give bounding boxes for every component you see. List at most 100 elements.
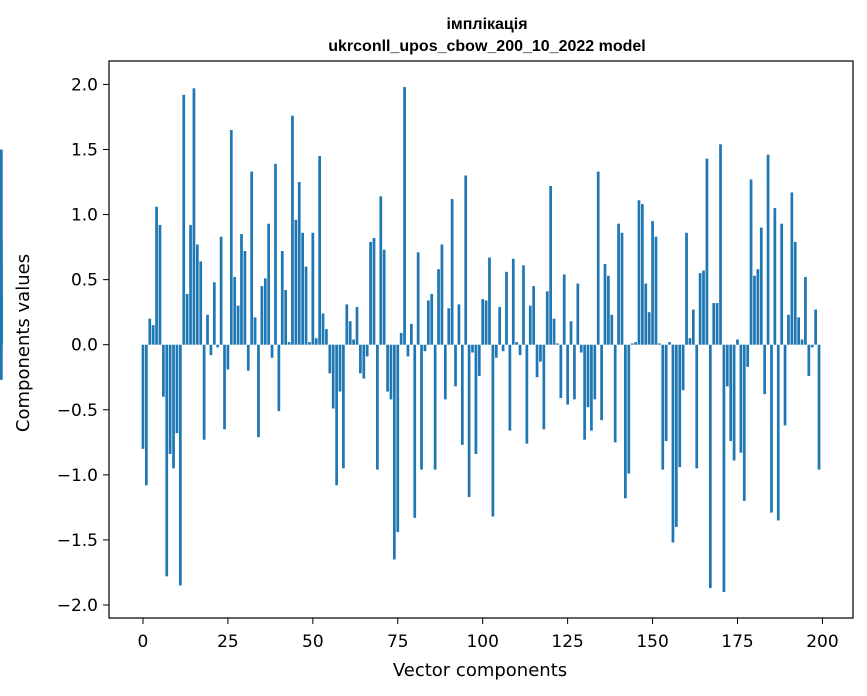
bar [481, 299, 485, 345]
bar [590, 344, 593, 431]
bar [223, 344, 226, 430]
chart-subtitle: ukrconll_upos_cbow_200_10_2022 model [328, 38, 645, 55]
bar [539, 344, 542, 362]
bar [783, 344, 787, 426]
bar [267, 223, 271, 345]
bar [790, 192, 794, 345]
bar [658, 343, 661, 345]
bar [206, 314, 209, 345]
bar [773, 208, 777, 345]
y-axis-ticks: −2.0 −1.5 −1.0 −0.5 0.0 0.5 1.0 1.5 2.0 [57, 75, 109, 616]
bar [426, 300, 430, 345]
bar [148, 318, 152, 345]
bar [430, 293, 434, 345]
bar [691, 309, 695, 345]
bar [641, 204, 644, 345]
bar [318, 156, 321, 345]
bar [352, 339, 355, 345]
bar [257, 344, 260, 438]
bar [314, 338, 318, 345]
bar [511, 258, 515, 345]
bar [345, 304, 349, 345]
bar [586, 344, 590, 408]
bar [155, 206, 158, 345]
bar [0, 240, 3, 345]
bar [141, 344, 145, 449]
bar [763, 344, 767, 395]
bar [573, 344, 576, 400]
bar [579, 344, 583, 353]
bar [759, 227, 763, 345]
bar [0, 296, 3, 345]
x-tick-label: 25 [217, 632, 239, 652]
bar [291, 115, 294, 345]
bar [736, 339, 739, 345]
bar [443, 344, 447, 400]
bar [532, 286, 536, 345]
bar [263, 278, 267, 345]
bar [712, 303, 716, 345]
bar [403, 87, 406, 345]
bar [311, 232, 315, 345]
bar [647, 312, 651, 345]
bar [440, 244, 444, 345]
bar [817, 344, 821, 470]
bar [253, 317, 257, 345]
bar [651, 221, 654, 345]
x-axis-label: Vector components [393, 660, 567, 681]
bar [491, 344, 495, 517]
x-tick-label: 100 [466, 632, 498, 652]
bar [742, 344, 746, 501]
bar [172, 344, 175, 469]
x-axis-ticks: 0 25 50 75 100 125 150 175 200 [138, 618, 839, 652]
bar [477, 344, 481, 376]
bar [145, 344, 148, 486]
bar [508, 344, 512, 431]
bar [416, 252, 420, 345]
bar [807, 344, 811, 376]
x-tick-label: 50 [302, 632, 324, 652]
bar [328, 344, 332, 374]
bar [189, 224, 192, 345]
x-tick-label: 0 [138, 632, 149, 652]
bar [695, 344, 699, 469]
bar [678, 344, 682, 468]
bar [797, 317, 800, 345]
bar [722, 344, 726, 592]
bar [280, 251, 284, 345]
bar [240, 234, 243, 345]
bar [447, 308, 451, 345]
bar [746, 344, 750, 367]
bar [562, 274, 566, 345]
bar [413, 344, 417, 518]
bar [708, 344, 712, 589]
chart-title: імплікація [446, 16, 527, 33]
bar [668, 342, 671, 345]
bar [199, 261, 203, 345]
bar [644, 283, 648, 345]
bar [348, 321, 352, 345]
y-tick-label: 2.0 [71, 75, 98, 95]
bar [719, 144, 722, 345]
bar [488, 257, 491, 345]
bar [175, 344, 179, 434]
bar [681, 344, 685, 391]
bar [715, 303, 719, 345]
bar [0, 344, 3, 380]
bar [308, 342, 311, 345]
bar [688, 338, 692, 345]
bar [233, 277, 237, 345]
bar [209, 344, 213, 356]
bar [583, 344, 586, 440]
bar [393, 344, 396, 560]
bar [437, 269, 440, 345]
bar [321, 313, 325, 345]
bar [607, 275, 610, 345]
bar [243, 251, 247, 345]
bar [325, 329, 328, 345]
bar [284, 290, 288, 345]
bar [464, 175, 468, 345]
bar [301, 232, 304, 345]
bar [454, 344, 457, 387]
